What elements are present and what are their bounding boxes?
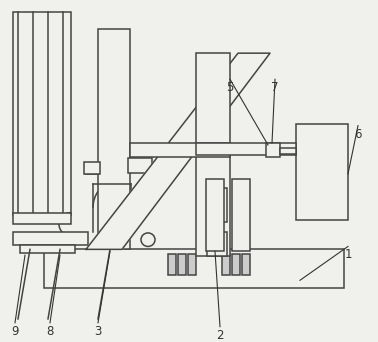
Bar — [207, 232, 227, 256]
Bar — [207, 188, 227, 222]
Bar — [196, 143, 296, 155]
Bar — [130, 143, 230, 157]
Bar — [13, 12, 71, 214]
Bar — [130, 160, 150, 170]
Text: 9: 9 — [11, 325, 19, 338]
Bar — [296, 124, 348, 220]
Bar — [232, 254, 240, 275]
Polygon shape — [86, 53, 270, 249]
Bar — [266, 143, 280, 157]
Bar — [44, 249, 344, 288]
Bar — [206, 179, 224, 251]
Bar — [232, 179, 250, 251]
Bar — [84, 162, 100, 174]
Bar — [13, 213, 71, 224]
Bar — [13, 232, 88, 246]
Bar — [188, 254, 196, 275]
Text: 2: 2 — [216, 329, 224, 342]
Bar — [98, 29, 130, 249]
Bar — [242, 254, 250, 275]
Text: 7: 7 — [271, 81, 279, 94]
Text: 6: 6 — [354, 128, 362, 141]
Bar — [20, 246, 75, 253]
Bar — [280, 148, 296, 154]
Bar — [86, 166, 98, 174]
Bar — [222, 254, 230, 275]
Text: 1: 1 — [344, 248, 352, 261]
Text: 8: 8 — [46, 325, 54, 338]
Bar — [128, 158, 152, 173]
Bar — [196, 53, 230, 256]
Bar — [168, 254, 176, 275]
Text: 5: 5 — [226, 81, 234, 94]
Bar — [178, 254, 186, 275]
Text: 3: 3 — [94, 325, 102, 338]
